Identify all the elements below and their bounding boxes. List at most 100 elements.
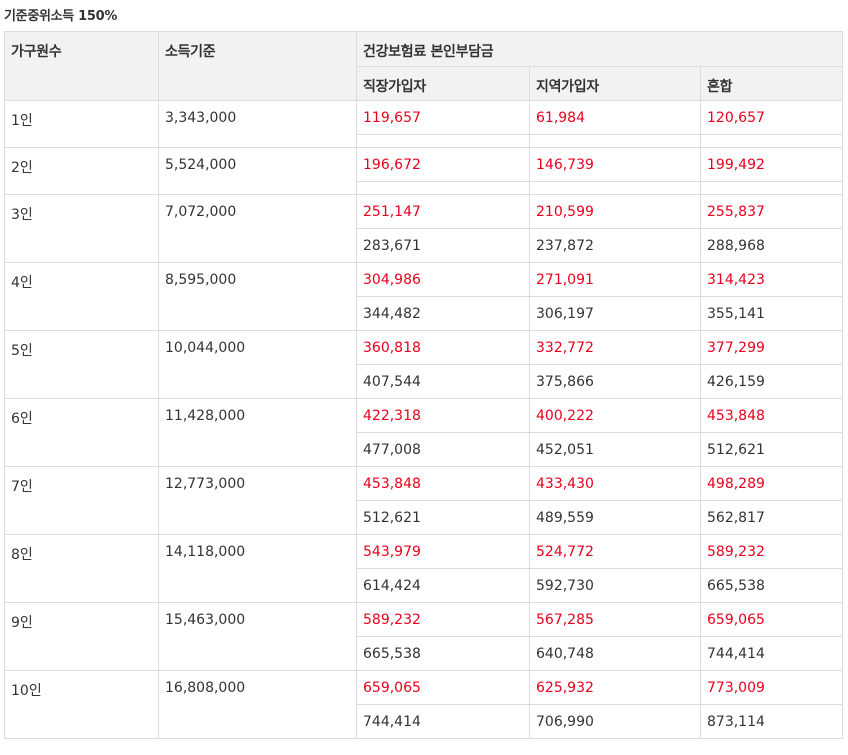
household-cell: 4인 [4,262,159,331]
regional-premium-cell: 61,984 [529,100,701,135]
employee-premium-subcell: 407,544 [356,364,530,399]
income-cell: 14,118,000 [158,534,357,603]
regional-premium-subcell: 489,559 [529,500,701,535]
table-subrow: 512,621 489,559 562,817 [5,500,844,535]
employee-premium-subcell: 744,414 [356,704,530,739]
regional-premium-cell: 625,932 [529,670,701,705]
regional-premium-subcell: 592,730 [529,568,701,603]
table-caption: 기준중위소득 150% [4,9,118,24]
header-employee: 직장가입자 [356,66,530,101]
mixed-premium-subcell: 512,621 [699,432,844,467]
table-row: 1인 3,343,000 119,657 61,984 120,657 [4,100,844,148]
table-subrow: 665,538 640,748 744,414 [5,636,844,671]
household-cell: 8인 [4,534,159,603]
household-cell: 3인 [4,194,159,263]
regional-premium-cell: 567,285 [529,602,701,637]
table-subrow: 614,424 592,730 665,538 [5,568,844,603]
table-row: 6인 11,428,000 422,318 400,222 453,848 [4,398,844,467]
regional-premium-cell: 271,091 [529,262,701,297]
mixed-premium-cell: 589,232 [699,534,844,569]
regional-premium-subcell: 452,051 [529,432,701,467]
income-cell: 15,463,000 [158,602,357,671]
mixed-premium-cell: 773,009 [699,670,844,705]
regional-premium-subcell: 375,866 [529,364,701,399]
employee-premium-cell: 119,657 [356,100,530,135]
employee-premium-cell: 360,818 [356,330,530,365]
employee-premium-cell: 304,986 [356,262,530,297]
mixed-premium-cell: 453,848 [699,398,844,433]
mixed-premium-cell: 659,065 [699,602,844,637]
employee-premium-cell: 659,065 [356,670,530,705]
regional-premium-subcell: 706,990 [529,704,701,739]
employee-premium-subcell: 614,424 [356,568,530,603]
table-row: 7인 12,773,000 453,848 433,430 498,289 [4,466,844,535]
household-cell: 10인 [4,670,159,739]
table-subrow [5,134,844,148]
header-income: 소득기준 [158,31,357,101]
employee-premium-subcell [356,134,530,148]
mixed-premium-subcell: 355,141 [699,296,844,331]
header-mixed: 혼합 [699,66,844,101]
household-cell: 2인 [4,147,159,195]
mixed-premium-cell: 255,837 [699,194,844,229]
mixed-premium-cell: 120,657 [699,100,844,135]
household-cell: 5인 [4,330,159,399]
regional-premium-subcell [529,134,701,148]
income-cell: 12,773,000 [158,466,357,535]
employee-premium-cell: 422,318 [356,398,530,433]
table-subrow: 283,671 237,872 288,968 [5,228,844,263]
header-premium-group: 건강보험료 본인부담금 [355,31,844,67]
employee-premium-cell: 589,232 [356,602,530,637]
mixed-premium-subcell: 744,414 [699,636,844,671]
mixed-premium-subcell: 665,538 [699,568,844,603]
table-body: 1인 3,343,000 119,657 61,984 120,657 2인 5,524,0… [4,100,844,739]
regional-premium-cell: 524,772 [529,534,701,569]
household-cell: 7인 [4,466,159,535]
regional-premium-subcell: 237,872 [529,228,701,263]
income-cell: 10,044,000 [158,330,357,399]
employee-premium-subcell: 512,621 [356,500,530,535]
employee-premium-cell: 196,672 [356,147,530,182]
regional-premium-subcell: 640,748 [529,636,701,671]
table-row: 2인 5,524,000 196,672 146,739 199,492 [4,147,844,195]
household-cell: 6인 [4,398,159,467]
insurance-table: 가구원수 소득기준 건강보험료 본인부담금 직장가입자 지역가입자 혼합 1인 3… [4,31,844,739]
income-cell: 11,428,000 [158,398,357,467]
regional-premium-subcell [529,181,701,195]
employee-premium-subcell: 665,538 [356,636,530,671]
table-subrow: 744,414 706,990 873,114 [5,704,844,739]
mixed-premium-subcell: 426,159 [699,364,844,399]
mixed-premium-subcell [699,134,844,148]
header-household: 가구원수 [4,31,159,101]
regional-premium-cell: 433,430 [529,466,701,501]
table-row: 8인 14,118,000 543,979 524,772 589,232 [4,534,844,603]
table-row: 4인 8,595,000 304,986 271,091 314,423 [4,262,844,331]
employee-premium-cell: 251,147 [356,194,530,229]
table-subrow: 477,008 452,051 512,621 [5,432,844,467]
table-row: 5인 10,044,000 360,818 332,772 377,299 [4,330,844,399]
mixed-premium-cell: 498,289 [699,466,844,501]
mixed-premium-subcell: 873,114 [699,704,844,739]
employee-premium-cell: 453,848 [356,466,530,501]
header-regional: 지역가입자 [529,66,701,101]
employee-premium-subcell: 477,008 [356,432,530,467]
mixed-premium-subcell: 562,817 [699,500,844,535]
employee-premium-subcell [356,181,530,195]
income-cell: 5,524,000 [158,147,357,195]
table-subrow: 407,544 375,866 426,159 [5,364,844,399]
regional-premium-subcell: 306,197 [529,296,701,331]
income-cell: 8,595,000 [158,262,357,331]
table-row: 10인 16,808,000 659,065 625,932 773,009 [4,670,844,739]
table-subrow: 344,482 306,197 355,141 [5,296,844,331]
employee-premium-cell: 543,979 [356,534,530,569]
household-cell: 9인 [4,602,159,671]
household-cell: 1인 [4,100,159,148]
mixed-premium-cell: 199,492 [699,147,844,182]
regional-premium-cell: 210,599 [529,194,701,229]
employee-premium-subcell: 344,482 [356,296,530,331]
employee-premium-subcell: 283,671 [356,228,530,263]
mixed-premium-subcell [699,181,844,195]
regional-premium-cell: 332,772 [529,330,701,365]
income-cell: 16,808,000 [158,670,357,739]
table-row: 3인 7,072,000 251,147 210,599 255,837 [4,194,844,263]
